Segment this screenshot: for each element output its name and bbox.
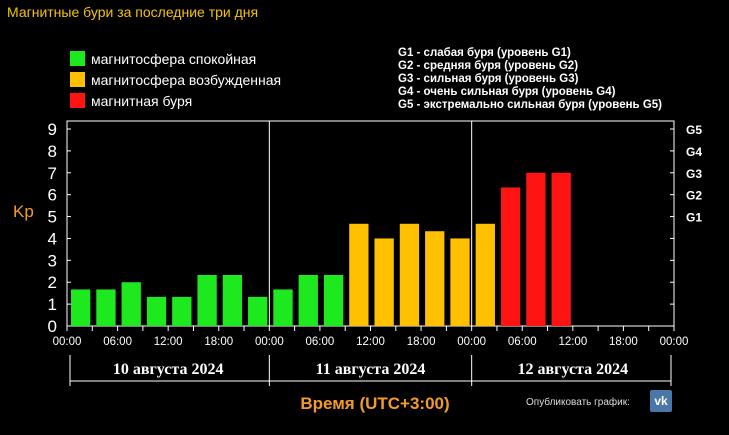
kp-bar	[172, 296, 192, 326]
legend-item-quiet: магнитосфера спокойная	[70, 48, 281, 69]
plot-frame	[66, 120, 675, 327]
g-tick-label: G5	[686, 123, 702, 137]
y-tick-label: 2	[48, 273, 57, 292]
g-level-g2: G2 - средняя буря (уровень G2)	[398, 60, 579, 72]
kp-bar	[146, 296, 167, 326]
legend-item-active: магнитосфера возбужденная	[70, 69, 281, 90]
legend-swatch-storm	[70, 93, 85, 108]
kp-bar	[551, 172, 571, 326]
y-tick-label: 6	[48, 186, 57, 205]
x-axis-label: Время (UTC+3:00)	[300, 394, 450, 413]
y-tick-label: 8	[48, 142, 57, 161]
g-level-list: G1 - слабая буря (уровень G1) G2 - средн…	[398, 47, 662, 112]
legend-swatch-active	[70, 72, 85, 87]
g-tick-label: G4	[686, 145, 702, 159]
g-level-g1: G1 - слабая буря (уровень G1)	[398, 47, 571, 59]
kp-bar	[475, 223, 495, 326]
y-tick-label: 5	[48, 208, 57, 227]
g-tick-label: G2	[686, 189, 702, 203]
kp-bar	[197, 274, 217, 326]
x-tick-label: 18:00	[407, 336, 436, 348]
x-tick-label: 12:00	[154, 336, 183, 348]
kp-bar	[96, 289, 116, 326]
legend-label-quiet: магнитосфера спокойная	[91, 50, 257, 67]
g-level-g5: G5 - экстремально сильная буря (уровень …	[398, 99, 662, 111]
page-title: Магнитные бури за последние три дня	[7, 4, 259, 20]
g-tick-label: G3	[686, 167, 702, 181]
legend-swatch-quiet	[70, 51, 85, 66]
g-level-g4: G4 - очень сильная буря (уровень G4)	[398, 86, 616, 98]
y-tick-label: 3	[48, 251, 57, 270]
kp-bar	[349, 223, 369, 326]
x-tick-label: 00:00	[53, 336, 82, 348]
y-tick-label: 0	[48, 317, 57, 336]
x-tick-label: 12:00	[356, 336, 385, 348]
legend-label-active: магнитосфера возбужденная	[91, 71, 282, 88]
x-tick-label: 06:00	[508, 336, 537, 348]
x-tick-label: 06:00	[306, 336, 335, 348]
y-tick-label: 1	[48, 295, 57, 314]
legend-item-storm: магнитная буря	[70, 90, 281, 111]
vk-icon[interactable]: vk	[650, 390, 672, 412]
day-label: 10 августа 2024	[113, 361, 224, 378]
x-tick-label: 18:00	[204, 336, 233, 348]
kp-bar	[425, 231, 445, 326]
kp-bar	[71, 289, 91, 326]
kp-bar	[526, 172, 546, 326]
x-tick-label: 18:00	[609, 336, 638, 348]
day-label: 12 августа 2024	[518, 361, 629, 378]
kp-bar	[374, 238, 394, 326]
kp-bar	[298, 274, 318, 326]
kp-bar	[323, 274, 344, 326]
g-tick-label: G1	[686, 211, 702, 225]
publish-label: Опубликовать график:	[526, 397, 630, 408]
y-tick-label: 7	[48, 164, 57, 183]
kp-bar	[450, 238, 470, 326]
legend-label-storm: магнитная буря	[91, 92, 193, 109]
kp-bar	[248, 296, 268, 326]
day-label: 11 августа 2024	[316, 361, 426, 378]
legend: магнитосфера спокойная магнитосфера возб…	[70, 48, 281, 111]
x-tick-label: 00:00	[457, 336, 486, 348]
x-tick-label: 00:00	[660, 336, 689, 348]
kp-bar	[273, 289, 293, 326]
kp-bar	[399, 223, 420, 326]
kp-bar	[121, 282, 141, 326]
y-tick-label: 9	[48, 120, 57, 139]
x-tick-label: 06:00	[103, 336, 132, 348]
x-tick-label: 00:00	[255, 336, 284, 348]
kp-bar	[222, 274, 243, 326]
y-tick-label: 4	[48, 229, 57, 248]
x-tick-label: 12:00	[558, 336, 587, 348]
kp-bar	[500, 187, 521, 326]
y-axis-label: Kp	[13, 202, 34, 221]
g-level-g3: G3 - сильная буря (уровень G3)	[398, 73, 579, 85]
